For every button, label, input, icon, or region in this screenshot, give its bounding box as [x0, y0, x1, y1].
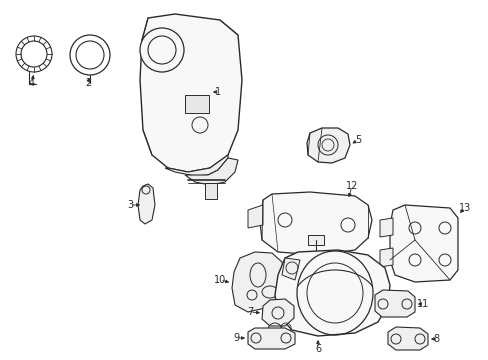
- Text: 10: 10: [213, 275, 225, 285]
- Polygon shape: [379, 248, 392, 267]
- Text: 7: 7: [246, 307, 253, 317]
- Polygon shape: [140, 14, 242, 172]
- Polygon shape: [374, 290, 414, 317]
- Polygon shape: [231, 252, 285, 312]
- Polygon shape: [260, 192, 371, 255]
- Text: 5: 5: [354, 135, 360, 145]
- Text: 8: 8: [432, 334, 438, 344]
- Polygon shape: [389, 205, 457, 282]
- Text: 3: 3: [127, 200, 133, 210]
- Polygon shape: [138, 184, 155, 224]
- Text: 4: 4: [29, 78, 35, 88]
- Polygon shape: [247, 205, 263, 228]
- Polygon shape: [274, 250, 389, 336]
- Text: 13: 13: [458, 203, 470, 213]
- Text: 11: 11: [416, 299, 428, 309]
- Polygon shape: [184, 158, 238, 185]
- Bar: [204, 183, 217, 199]
- Bar: [307, 235, 324, 245]
- Text: 2: 2: [85, 78, 91, 88]
- Text: 1: 1: [215, 87, 221, 97]
- Text: 9: 9: [232, 333, 239, 343]
- Polygon shape: [164, 155, 227, 176]
- Polygon shape: [387, 327, 427, 350]
- Polygon shape: [282, 258, 299, 280]
- Polygon shape: [379, 218, 392, 237]
- Polygon shape: [247, 328, 294, 349]
- Polygon shape: [262, 299, 293, 326]
- Bar: [184, 95, 208, 113]
- Text: 6: 6: [314, 344, 321, 354]
- Circle shape: [140, 28, 183, 72]
- Text: 12: 12: [345, 181, 357, 191]
- Polygon shape: [306, 128, 349, 163]
